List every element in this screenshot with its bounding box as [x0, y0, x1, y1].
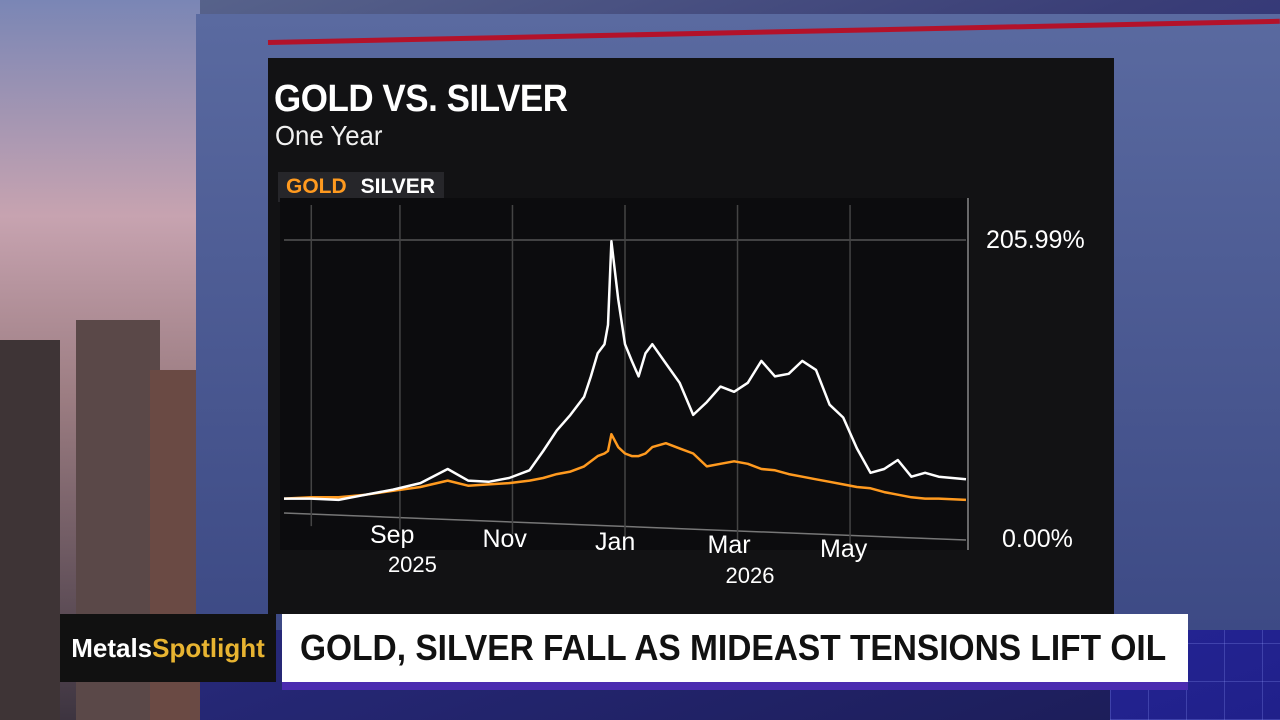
x-tick-year-label: 2025: [387, 551, 437, 577]
x-tick-label: Mar: [707, 531, 751, 560]
legend-gold: GOLD: [286, 175, 347, 198]
y-axis-min-label: 0.00%: [1002, 525, 1073, 553]
headline-underline: [282, 682, 1188, 690]
y-axis-max-label: 205.99%: [986, 226, 1085, 254]
x-tick-label: May: [820, 534, 868, 563]
x-tick-year-label: 2026: [725, 562, 775, 588]
brand-word-metals: Metals: [71, 632, 153, 663]
headline-banner: GOLD, SILVER FALL AS MIDEAST TENSIONS LI…: [282, 614, 1188, 682]
chart-legend: GOLD SILVER: [278, 172, 444, 202]
legend-silver: SILVER: [360, 175, 435, 198]
series-line-gold: [283, 432, 967, 502]
chart-subtitle: One Year: [275, 120, 383, 151]
program-brand: Metals Spotlight: [60, 614, 276, 682]
x-tick-label: Nov: [482, 524, 527, 553]
brand-word-spotlight: Spotlight: [152, 632, 265, 663]
series-line-silver: [284, 240, 967, 502]
x-tick-label: Jan: [595, 528, 636, 556]
x-tick-label: Sep: [369, 521, 415, 550]
building: [0, 340, 60, 720]
headline-text: GOLD, SILVER FALL AS MIDEAST TENSIONS LI…: [300, 627, 1167, 668]
chart-title: GOLD VS. SILVER: [274, 78, 568, 120]
